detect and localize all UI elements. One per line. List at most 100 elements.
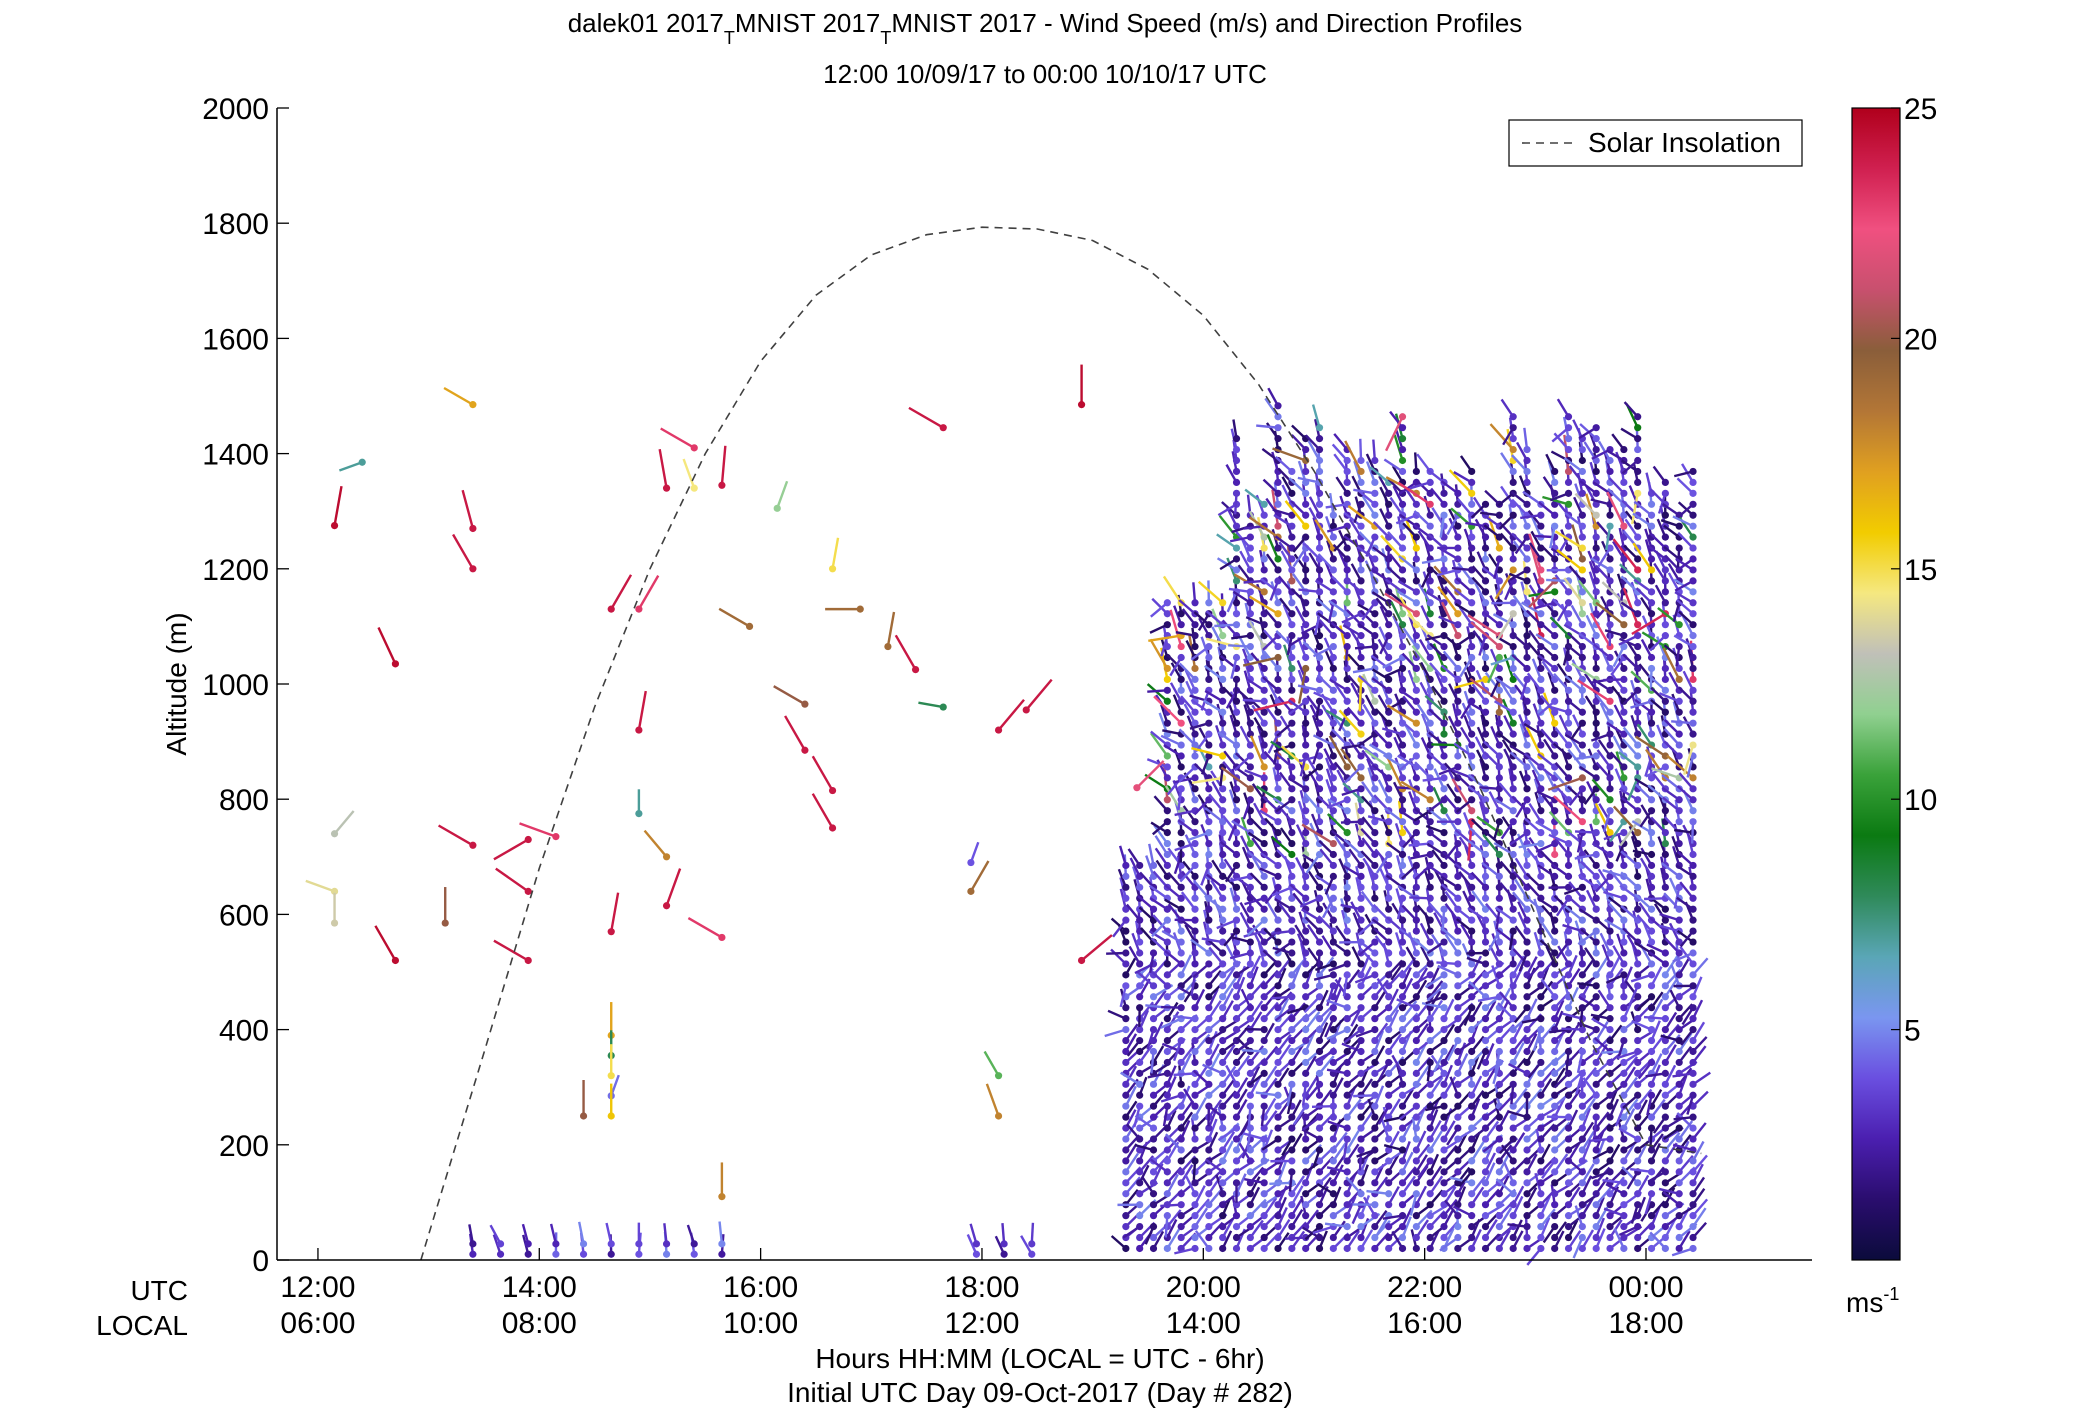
dense-wind-barb-dot <box>1426 894 1434 902</box>
dense-wind-barb-dot <box>1509 1233 1517 1242</box>
dense-wind-barb-dot <box>1620 949 1628 957</box>
dense-wind-barb-dot <box>1315 785 1324 793</box>
dense-wind-barb-dot <box>1329 1058 1337 1067</box>
dense-wind-barb-dot <box>1468 807 1476 815</box>
dense-wind-barb-dot <box>1551 960 1559 968</box>
dense-wind-barb-dot <box>1426 1026 1434 1034</box>
dense-wind-barb-dot <box>1578 686 1586 694</box>
dense-wind-barb-dot <box>1564 435 1573 443</box>
dense-wind-barb-dot <box>1149 982 1158 990</box>
dense-wind-barb-dot <box>1163 1157 1171 1165</box>
dense-wind-barb-shaft <box>1332 1141 1347 1162</box>
dense-wind-barb-dot <box>1551 1168 1559 1176</box>
dense-wind-barb-dot <box>1343 1201 1351 1209</box>
dense-wind-barb-dot <box>1468 1157 1476 1165</box>
dense-wind-barb-dot <box>1163 1212 1171 1220</box>
dense-wind-barb-dot <box>1578 1233 1586 1242</box>
dense-wind-barb-dot <box>1509 960 1517 968</box>
dense-wind-barb-dot <box>1537 960 1545 968</box>
dense-wind-barb-shaft <box>1525 998 1538 1020</box>
dense-wind-barb-dot <box>1315 664 1324 673</box>
dense-wind-barb-dot <box>1219 785 1227 793</box>
dense-wind-barb-dot <box>1371 621 1379 629</box>
dense-wind-barb-dot <box>1426 1047 1434 1056</box>
dense-wind-barb-dot <box>1246 1201 1254 1209</box>
dense-wind-barb-dot <box>1343 697 1351 705</box>
dense-wind-barb-dot <box>1606 664 1614 673</box>
dense-wind-barb-dot <box>1620 1135 1628 1143</box>
dense-wind-barb-dot <box>1177 1004 1185 1012</box>
dense-wind-barb-dot <box>1551 971 1559 979</box>
dense-wind-barb-dot <box>1606 1113 1614 1121</box>
dense-wind-barb-dot <box>1523 763 1531 771</box>
dense-wind-barb-dot <box>1454 971 1462 979</box>
dense-wind-barb-dot <box>1620 1201 1628 1209</box>
dense-wind-barb-dot <box>1578 642 1586 651</box>
dense-wind-barb-dot <box>1564 1233 1573 1242</box>
dense-wind-barb-shaft <box>1352 667 1376 674</box>
dense-wind-barb-dot <box>1329 1113 1337 1121</box>
dense-wind-barb-dot <box>1232 1069 1241 1077</box>
dense-wind-barb-dot <box>1274 1233 1282 1242</box>
dense-wind-barb-shaft <box>1497 1002 1515 1020</box>
dense-wind-barb-shaft <box>1482 834 1501 856</box>
dense-wind-barb-dot <box>1509 927 1517 935</box>
dense-wind-barb-dot <box>1315 1113 1324 1121</box>
dense-wind-barb-dot <box>1592 894 1600 902</box>
dense-wind-barb-dot <box>1315 1069 1324 1077</box>
dense-wind-barb-dot <box>1509 1201 1517 1209</box>
dense-wind-barb-dot <box>1398 730 1407 738</box>
dense-wind-barb-dot <box>1219 599 1227 607</box>
dense-wind-barb-shaft <box>1292 547 1307 568</box>
dense-wind-barb-dot <box>1205 1179 1213 1187</box>
dense-wind-barb-dot <box>1122 1004 1130 1012</box>
dense-wind-barb-dot <box>1357 500 1365 508</box>
dense-wind-barb-dot <box>1606 1091 1614 1099</box>
dense-wind-barb-dot <box>1163 686 1171 694</box>
dense-wind-barb-dot <box>1523 1047 1531 1056</box>
dense-wind-barb-dot <box>1371 807 1379 815</box>
dense-wind-barb-shaft <box>1124 1085 1137 1107</box>
dense-wind-barb-dot <box>1468 960 1476 968</box>
dense-wind-barb-dot <box>1412 1036 1420 1045</box>
dense-wind-barb-shaft <box>1190 645 1210 661</box>
dense-wind-barb-dot <box>1592 927 1600 935</box>
dense-wind-barb-dot <box>1302 566 1310 574</box>
dense-wind-barb-dot <box>1440 1047 1448 1056</box>
dense-wind-barb-dot <box>1302 960 1310 968</box>
dense-wind-barb-dot <box>1385 522 1393 530</box>
dense-wind-barb-dot <box>1329 511 1337 519</box>
dense-wind-barb-dot <box>1440 708 1448 716</box>
dense-wind-barb-dot <box>1177 621 1185 629</box>
dense-wind-barb-dot <box>1122 1080 1130 1088</box>
dense-wind-barb-dot <box>1219 916 1227 924</box>
dense-wind-barb-dot <box>1232 1146 1241 1154</box>
dense-wind-barb-dot <box>1357 1212 1365 1220</box>
dense-wind-barb-dot <box>1426 621 1434 629</box>
dense-wind-barb-dot <box>1288 719 1296 727</box>
dense-wind-barb-dot <box>1468 588 1476 596</box>
dense-wind-barb-dot <box>1274 1047 1282 1056</box>
dense-wind-barb-shaft <box>1318 1010 1333 1031</box>
dense-wind-barb-dot <box>1398 1244 1407 1253</box>
dense-wind-barb-dot <box>1481 839 1490 848</box>
dense-wind-barb-dot <box>1578 883 1586 891</box>
dense-wind-barb-dot <box>1537 1135 1545 1143</box>
dense-wind-barb-dot <box>1274 971 1282 979</box>
dense-wind-barb-shaft <box>1166 1228 1181 1250</box>
dense-wind-barb-dot <box>1232 1026 1241 1034</box>
dense-wind-barb-dot <box>1315 1244 1324 1253</box>
dense-wind-barb-shaft <box>1493 700 1514 714</box>
dense-wind-barb-dot <box>1606 555 1614 563</box>
dense-wind-barb-dot <box>1606 807 1614 815</box>
dense-wind-barb-dot <box>1398 566 1407 574</box>
dense-wind-barb-dot <box>1205 818 1213 826</box>
dense-wind-barb-dot <box>1440 839 1448 848</box>
dense-wind-barb-dot <box>1606 1233 1614 1242</box>
dense-wind-barb-dot <box>1412 741 1420 749</box>
dense-wind-barb-dot <box>1288 1124 1296 1132</box>
dense-wind-barb-dot <box>1315 1212 1324 1220</box>
dense-wind-barb-dot <box>1523 861 1531 870</box>
dense-wind-barb-dot <box>1468 752 1476 760</box>
dense-wind-barb-dot <box>1440 1004 1448 1012</box>
